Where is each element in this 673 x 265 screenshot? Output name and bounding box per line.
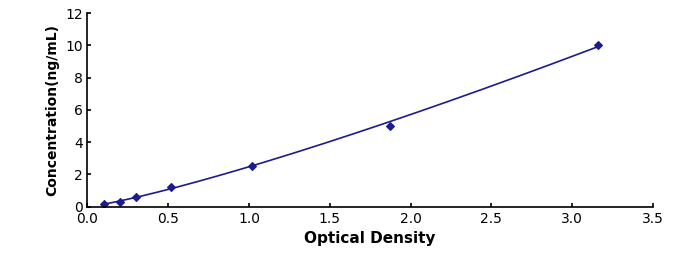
X-axis label: Optical Density: Optical Density (304, 231, 436, 246)
Y-axis label: Concentration(ng/mL): Concentration(ng/mL) (46, 24, 59, 196)
